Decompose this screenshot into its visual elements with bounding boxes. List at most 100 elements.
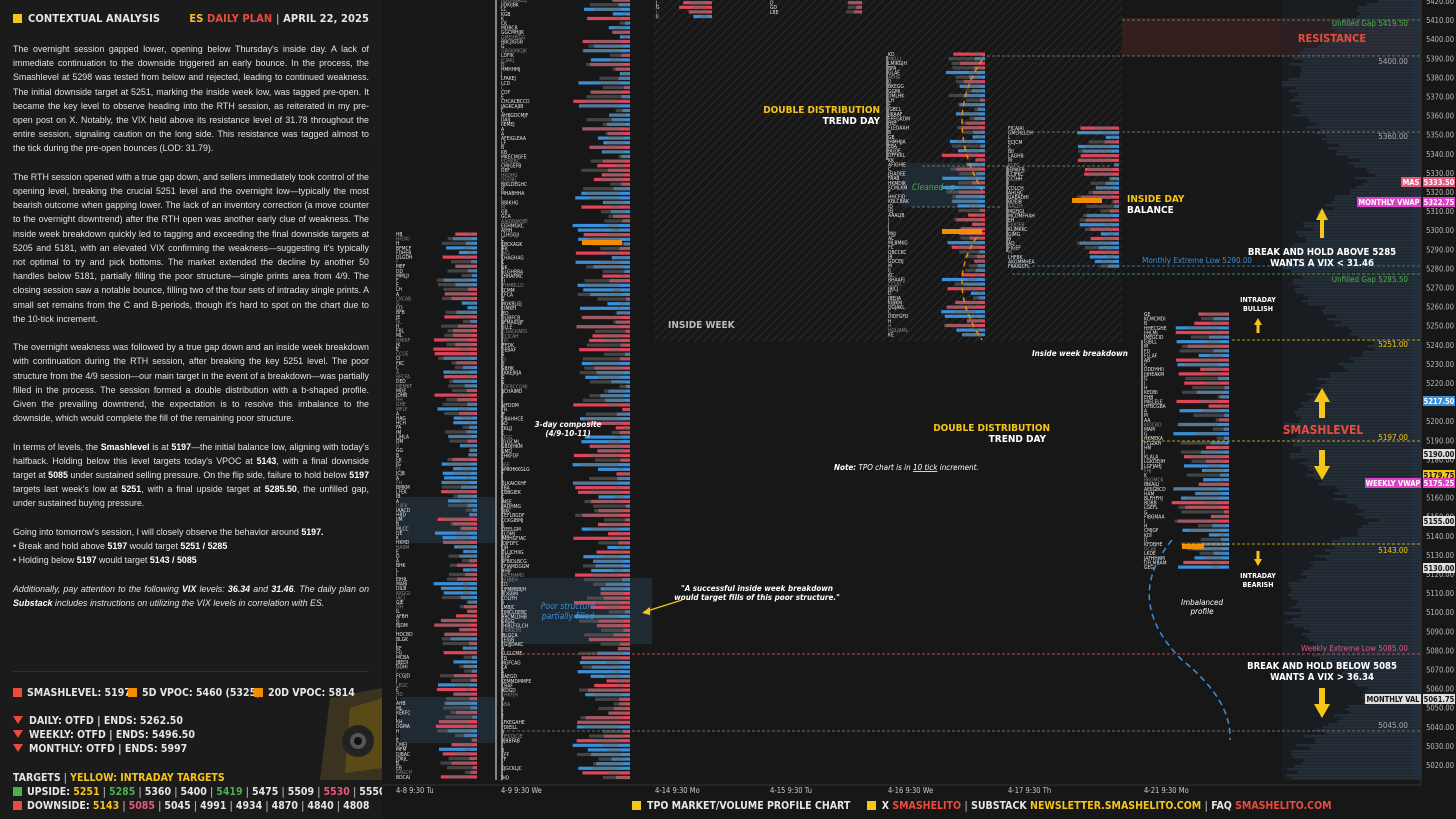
targets-title: TARGETS | YELLOW: INTRADAY TARGETS [13, 772, 225, 784]
upside-target: 5419 [216, 786, 243, 798]
profile-fill [441, 595, 474, 600]
trend-day-label-2: TREND DAY [989, 434, 1047, 445]
down-arrow-icon [1314, 688, 1330, 718]
tpo-letters: BGLMGALLJ [501, 0, 527, 4]
volume-bar [1183, 464, 1229, 468]
p4-e: —the initial balance low, aligning with … [13, 441, 369, 466]
profile-fill [1198, 399, 1219, 404]
tpo-letters: J [395, 641, 397, 647]
plan-symbol: ES [189, 12, 204, 25]
volume-profile-bar [1362, 354, 1421, 357]
tpo-letters: FA [396, 425, 402, 431]
tpo-letters: LF [501, 141, 507, 147]
tpo-letters: HHECGHE [1144, 326, 1167, 332]
volume-profile-bar [1313, 471, 1421, 474]
profile-fill [966, 149, 980, 153]
p4-j: 5197 [349, 470, 370, 481]
tag-5217-value: 5217.50 [1424, 397, 1455, 406]
volume-profile-bar [1300, 573, 1421, 576]
profile-fill [582, 357, 628, 361]
profile-fill [598, 541, 628, 545]
quote-label-2: would target fills of this poor structur… [674, 593, 840, 602]
profile-fill [609, 403, 619, 407]
tpo-letters: HBD [396, 513, 406, 519]
profile-fill [622, 35, 628, 39]
tpo-letters: B [396, 522, 399, 528]
price-tick: 5260.00 [1426, 303, 1454, 312]
volume-bar [591, 568, 630, 573]
tpo-letters: DEF [501, 168, 510, 174]
tpo-letters: BEE [501, 463, 510, 469]
profile-fill [974, 328, 980, 332]
faq-link[interactable]: SMASHELITO.COM [1235, 800, 1332, 812]
tpo-letters: CCLKI [888, 282, 901, 288]
volume-bar [453, 421, 477, 425]
price-tick: 5080.00 [1426, 646, 1454, 655]
volume-profile-bar [1302, 570, 1421, 573]
profile-fill [1200, 537, 1228, 542]
volume-profile-bar [1290, 99, 1421, 102]
volume-profile-bar [1357, 531, 1421, 534]
profile-fill [595, 444, 622, 448]
tpo-letters: E [396, 687, 399, 693]
tpo-letters: DLIBFCB [501, 315, 520, 321]
p5-b: 5197. [301, 526, 324, 537]
tpo-letters: GMLHLLCH [1008, 131, 1033, 137]
p6-g: . The daily plan on [293, 583, 370, 594]
profile-fill [1190, 335, 1225, 339]
volume-profile-bar [1336, 720, 1421, 723]
profile-fill [624, 426, 628, 430]
volume-profile-bar [1335, 195, 1421, 198]
tpo-letters: BBCJIGGB [501, 39, 523, 45]
tpo-letters: FD [1144, 349, 1151, 355]
profile-fill [454, 393, 469, 397]
tpo-letters: B [1008, 236, 1011, 242]
profile-fill [600, 246, 628, 251]
price-tick: 5180.00 [1426, 455, 1454, 464]
profile-fill [615, 108, 629, 113]
plan-sep: | [275, 12, 280, 25]
profile-fill [958, 300, 980, 305]
profile-fill [615, 311, 628, 315]
volume-bar [945, 70, 985, 75]
p6-a: Additionally, pay attention to the follo… [13, 583, 183, 594]
tpo-letters: IBKAJLI [1144, 482, 1160, 488]
poc-bar [1182, 544, 1204, 549]
tpo-letters: AJFDDM [501, 403, 519, 409]
x-handle-link[interactable]: SMASHELITO [892, 800, 962, 812]
tpo-letters: CCGE [396, 352, 409, 358]
profile-fill [1084, 246, 1115, 250]
profile-fill [586, 343, 629, 347]
tpo-letters: G [1144, 376, 1148, 382]
note-prefix: Note: [834, 463, 856, 472]
tpo-letters: LLHGGJI [501, 233, 519, 239]
profile-fill [610, 205, 621, 209]
volume-profile-bar [1306, 474, 1421, 477]
substack-link[interactable]: NEWSLETTER.SMASHELITO.COM [1030, 800, 1202, 812]
profile-fill [589, 734, 625, 738]
monthly-trend-value: MONTHLY: OTFD | ENDS: 5997 [29, 743, 188, 755]
tpo-letters: BFCFA [396, 375, 411, 381]
price-tick: 5270.00 [1426, 284, 1454, 293]
tpo-letters: JBEDI [395, 660, 408, 666]
tpo-letters: A [501, 127, 505, 133]
inside-week-breakdown-label: Inside week breakdown [1032, 349, 1128, 358]
profile-fill [461, 559, 476, 563]
tpo-letters: JEMKFB [1007, 167, 1025, 173]
volume-profile-bar [1334, 492, 1421, 495]
volume-bar [1178, 565, 1229, 569]
profile-fill [437, 729, 472, 733]
time-tick: 4-8 9:30 Tu [396, 786, 434, 795]
tpo-letters: J [655, 10, 657, 16]
tpo-letters: JIKAAF [887, 112, 903, 118]
profile-fill [609, 771, 621, 775]
tpo-chart[interactable]: HBHFDKIHBFMCFFDHEBDLGDHFMEFDDMMLJIFELHAC… [382, 0, 1456, 819]
volume-profile-bar [1349, 189, 1421, 192]
volume-profile-bar [1344, 669, 1421, 672]
volume-profile-bar [1343, 366, 1421, 369]
profile-fill [461, 273, 477, 278]
profile-fill [1218, 445, 1225, 450]
volume-bar [598, 495, 630, 499]
tpo-letters: L [396, 733, 399, 739]
tpo-letters: G [501, 375, 505, 381]
